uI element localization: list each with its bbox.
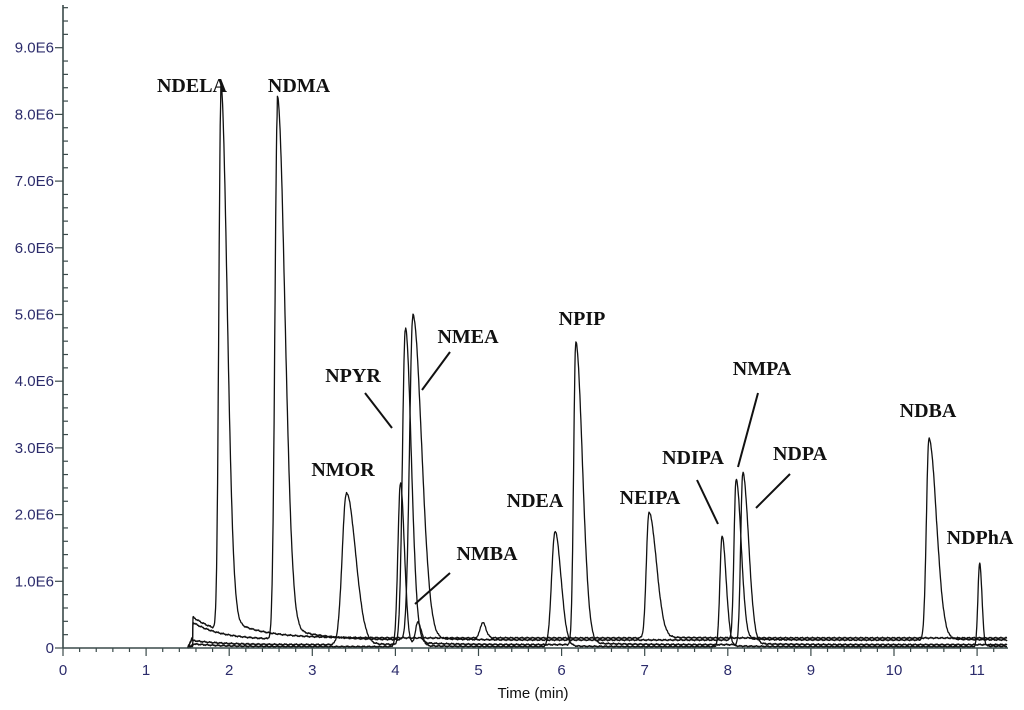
label-ndma: NDMA xyxy=(268,75,331,97)
leader-ndipa xyxy=(696,479,719,525)
x-axis-title: Time (min) xyxy=(497,685,568,702)
x-tick-label: 3 xyxy=(308,662,316,679)
label-npyr: NPYR xyxy=(325,365,381,387)
label-neipa: NEIPA xyxy=(620,487,681,509)
x-tick-label: 0 xyxy=(59,662,67,679)
x-tick-label: 2 xyxy=(225,662,233,679)
label-ndea: NDEA xyxy=(507,490,564,512)
chromatogram-trace-1 xyxy=(186,83,1008,649)
chromatogram-trace-4 xyxy=(187,482,1008,649)
y-tick-label: 4.0E6 xyxy=(15,373,54,390)
label-nmor: NMOR xyxy=(311,459,375,481)
chromatogram-trace-2 xyxy=(187,95,1008,649)
label-ndba: NDBA xyxy=(900,400,957,422)
x-tick-label: 11 xyxy=(969,662,985,679)
leader-npyr xyxy=(364,392,393,429)
y-tick-label: 6.0E6 xyxy=(15,240,54,257)
leader-nmea xyxy=(421,351,451,391)
label-ndipa: NDIPA xyxy=(662,447,724,469)
label-ndpha: NDPhA xyxy=(947,527,1014,549)
y-tick-label: 9.0E6 xyxy=(15,40,54,57)
y-tick-label: 0 xyxy=(46,640,54,657)
y-tick-label: 7.0E6 xyxy=(15,173,54,190)
x-tick-label: 9 xyxy=(807,662,815,679)
label-nmba: NMBA xyxy=(456,543,518,565)
label-npip: NPIP xyxy=(559,308,606,330)
axes xyxy=(62,5,1008,649)
leader-ndpa xyxy=(755,473,791,509)
peak-labels: NDELA NDMA NMOR NPYR NMEA NMBA NDEA NPIP… xyxy=(157,75,1014,565)
y-tick-label: 8.0E6 xyxy=(15,106,54,123)
y-tick-label: 2.0E6 xyxy=(15,507,54,524)
ticks: 0 1 2 3 4 5 6 7 8 9 10 11 0 1.0E6 2.0E6 3.0E6 4.0E6 5.0E6… xyxy=(15,7,995,679)
leader-lines xyxy=(364,351,791,605)
leader-nmpa xyxy=(737,392,759,468)
label-ndela: NDELA xyxy=(157,75,228,97)
label-nmpa: NMPA xyxy=(733,358,792,380)
x-tick-label: 5 xyxy=(474,662,482,679)
traces xyxy=(186,83,1008,649)
y-tick-label: 3.0E6 xyxy=(15,440,54,457)
chromatogram-trace-3 xyxy=(187,327,1008,648)
leader-nmba xyxy=(414,572,451,605)
y-tick-label: 1.0E6 xyxy=(15,573,54,590)
x-tick-label: 6 xyxy=(557,662,565,679)
x-tick-label: 10 xyxy=(886,662,903,679)
x-tick-label: 1 xyxy=(142,662,150,679)
x-tick-label: 4 xyxy=(391,662,399,679)
y-tick-label: 5.0E6 xyxy=(15,307,54,324)
label-ndpa: NDPA xyxy=(773,443,828,465)
x-tick-label: 8 xyxy=(724,662,732,679)
x-tick-label: 7 xyxy=(641,662,649,679)
label-nmea: NMEA xyxy=(437,326,499,348)
